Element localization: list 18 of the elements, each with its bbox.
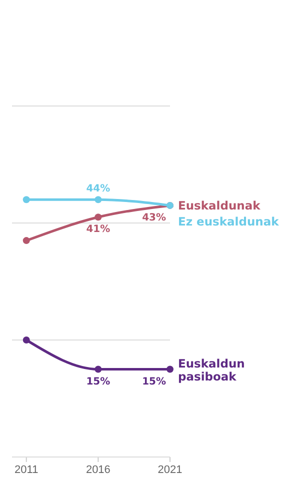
point <box>166 366 174 373</box>
point <box>94 196 102 204</box>
point <box>22 196 30 204</box>
data-label: 15% <box>86 376 110 388</box>
data-label: 41% <box>86 224 110 236</box>
data-label: 44% <box>86 184 110 195</box>
x-tick-label: 2021 <box>158 464 182 476</box>
x-tick-label: 2011 <box>14 464 38 476</box>
data-label: 15% <box>142 376 166 388</box>
data-label: 43% <box>142 212 166 224</box>
series-label: Euskaldunak <box>178 198 261 212</box>
point <box>94 214 102 221</box>
point <box>22 237 30 244</box>
x-tick-label: 2016 <box>86 464 110 476</box>
point <box>22 336 30 344</box>
series-label: Euskaldun pasiboak <box>178 356 245 384</box>
series-label: Ez euskaldunak <box>178 214 280 228</box>
point <box>94 366 102 373</box>
